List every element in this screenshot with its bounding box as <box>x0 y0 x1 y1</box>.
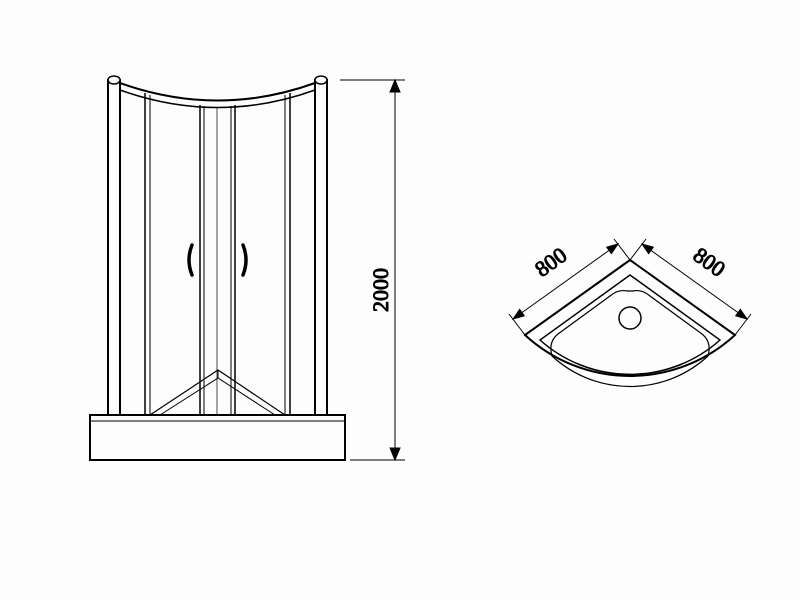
drawing-container: 2000 800 <box>0 0 800 600</box>
plan-dim-left: 800 <box>530 242 571 282</box>
plan-view <box>525 260 735 386</box>
plan-dim-right: 800 <box>689 242 730 282</box>
front-elevation <box>90 76 345 460</box>
height-dimension: 2000 <box>340 80 405 460</box>
technical-drawing: 2000 800 <box>0 0 800 600</box>
height-label: 2000 <box>368 268 393 312</box>
